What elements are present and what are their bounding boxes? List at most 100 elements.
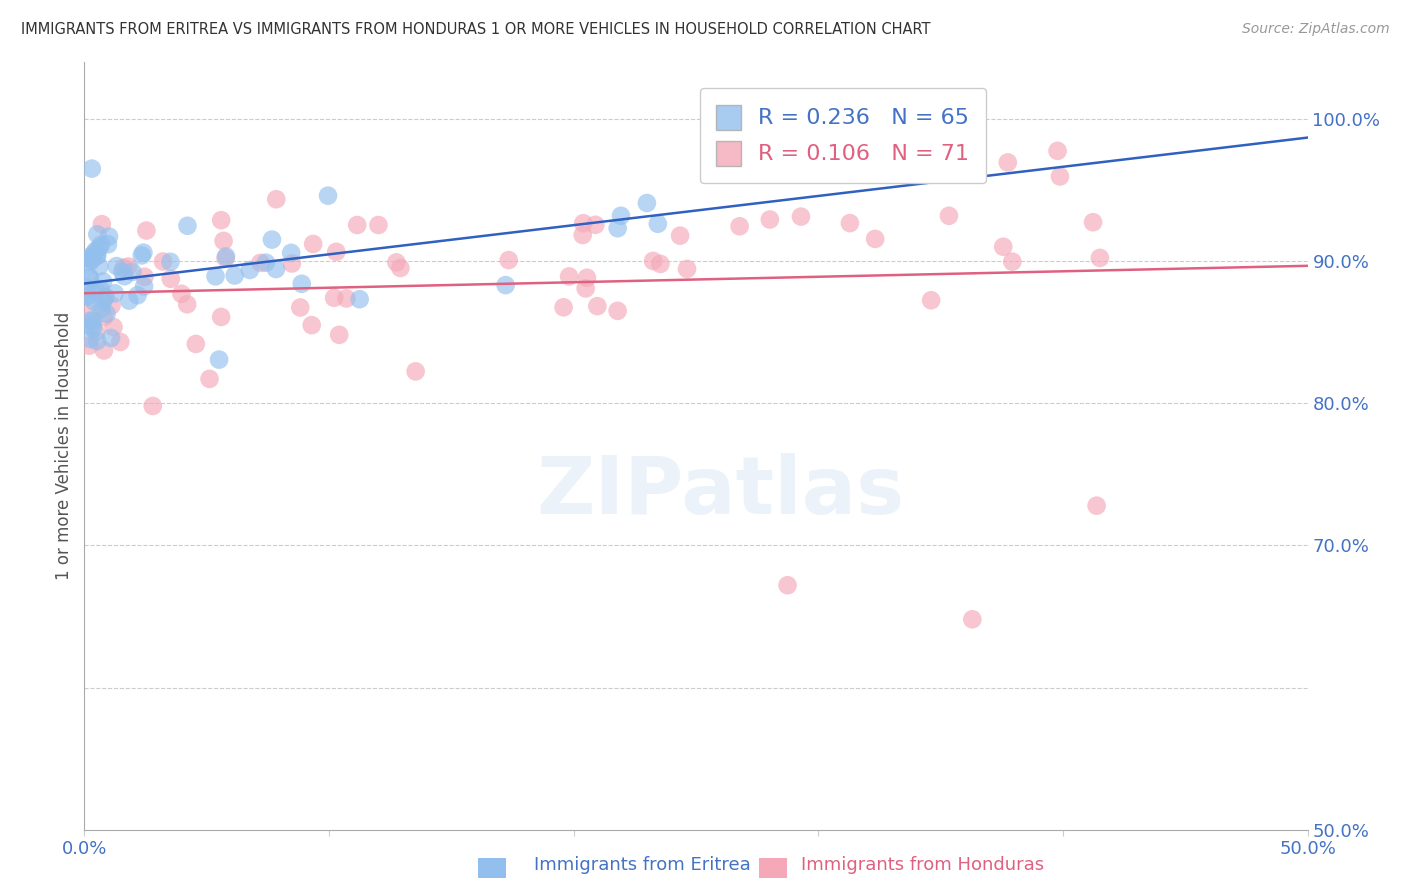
Point	[215, 249, 238, 263]
Point	[79, 313, 101, 327]
Point	[349, 292, 371, 306]
Point	[405, 364, 427, 378]
Point	[291, 277, 314, 291]
Point	[385, 255, 408, 269]
Text: ZIPatlas: ZIPatlas	[536, 453, 904, 531]
Point	[90, 301, 112, 316]
Point	[103, 320, 125, 334]
Point	[797, 147, 820, 161]
Point	[86, 248, 108, 262]
Point	[583, 218, 606, 232]
Point	[94, 290, 117, 304]
Point	[84, 284, 107, 298]
Point	[93, 310, 115, 324]
Point	[328, 327, 350, 342]
Point	[606, 221, 628, 235]
Point	[367, 218, 389, 232]
Point	[575, 270, 598, 285]
Point	[610, 209, 633, 223]
Point	[80, 161, 103, 176]
Point	[676, 261, 699, 276]
Point	[80, 318, 103, 333]
Point	[1088, 251, 1111, 265]
Point	[110, 334, 132, 349]
Point	[77, 269, 100, 284]
Point	[114, 269, 136, 284]
Point	[159, 255, 181, 269]
Point	[105, 259, 128, 273]
Point	[938, 209, 960, 223]
Point	[346, 218, 368, 232]
Point	[301, 318, 323, 333]
Point	[586, 299, 609, 313]
Point	[152, 254, 174, 268]
Point	[1081, 215, 1104, 229]
Point	[96, 307, 118, 321]
Point	[209, 310, 232, 324]
Point	[316, 188, 339, 202]
Point	[134, 269, 156, 284]
Point	[79, 271, 101, 285]
Point	[131, 248, 153, 262]
Point	[184, 337, 207, 351]
Point	[94, 290, 117, 304]
Point	[224, 268, 246, 283]
Point	[121, 265, 143, 279]
Point	[389, 260, 412, 275]
Point	[82, 314, 104, 328]
Point	[669, 228, 692, 243]
Point	[76, 288, 98, 302]
Point	[838, 216, 860, 230]
Point	[118, 293, 141, 308]
Point	[920, 293, 942, 308]
Point	[260, 233, 283, 247]
Point	[606, 303, 628, 318]
Point	[790, 210, 813, 224]
Point	[135, 223, 157, 237]
Point	[759, 212, 782, 227]
Point	[641, 254, 664, 268]
Point	[100, 331, 122, 345]
Point	[132, 279, 155, 293]
Point	[264, 192, 287, 206]
Text: Source: ZipAtlas.com: Source: ZipAtlas.com	[1241, 22, 1389, 37]
Point	[214, 252, 236, 266]
Point	[335, 292, 357, 306]
Point	[302, 236, 325, 251]
Point	[132, 245, 155, 260]
Point	[170, 286, 193, 301]
Point	[495, 278, 517, 293]
Point	[323, 291, 346, 305]
Point	[82, 321, 104, 335]
Point	[636, 196, 658, 211]
Text: IMMIGRANTS FROM ERITREA VS IMMIGRANTS FROM HONDURAS 1 OR MORE VEHICLES IN HOUSEH: IMMIGRANTS FROM ERITREA VS IMMIGRANTS FR…	[21, 22, 931, 37]
Point	[89, 260, 111, 274]
Point	[79, 255, 101, 269]
Point	[212, 234, 235, 248]
Point	[204, 269, 226, 284]
Point	[575, 281, 598, 295]
Point	[1046, 144, 1069, 158]
Point	[127, 288, 149, 302]
Point	[86, 227, 108, 242]
Point	[558, 269, 581, 284]
Point	[79, 250, 101, 264]
Text: Immigrants from Eritrea: Immigrants from Eritrea	[534, 855, 751, 873]
Point	[91, 275, 114, 289]
Point	[76, 281, 98, 295]
Point	[290, 301, 312, 315]
Point	[209, 213, 232, 227]
Point	[98, 229, 121, 244]
Point	[1049, 169, 1071, 184]
Point	[76, 289, 98, 303]
Point	[117, 260, 139, 274]
Point	[281, 256, 304, 270]
Point	[572, 216, 595, 230]
Point	[79, 252, 101, 266]
Point	[93, 293, 115, 308]
Text: Immigrants from Honduras: Immigrants from Honduras	[801, 855, 1045, 873]
Point	[86, 249, 108, 263]
Point	[647, 217, 669, 231]
Point	[776, 578, 799, 592]
Point	[111, 265, 134, 279]
